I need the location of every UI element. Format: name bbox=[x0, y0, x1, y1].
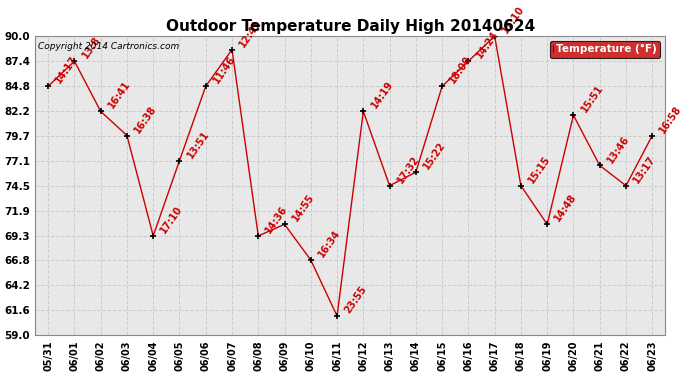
Text: 17:32: 17:32 bbox=[395, 154, 421, 185]
Text: 13:8: 13:8 bbox=[80, 35, 102, 60]
Text: 15:22: 15:22 bbox=[422, 140, 447, 171]
Text: 14:48: 14:48 bbox=[553, 192, 579, 224]
Text: 11:46: 11:46 bbox=[211, 54, 237, 86]
Legend: Temperature (°F): Temperature (°F) bbox=[550, 41, 660, 58]
Text: 13:46: 13:46 bbox=[605, 134, 631, 165]
Text: 15:15: 15:15 bbox=[526, 154, 553, 185]
Text: 17:10: 17:10 bbox=[500, 4, 526, 35]
Text: 13:17: 13:17 bbox=[631, 154, 658, 185]
Text: 17:10: 17:10 bbox=[159, 204, 185, 235]
Text: 14:36: 14:36 bbox=[264, 204, 290, 235]
Text: 15:51: 15:51 bbox=[579, 83, 605, 114]
Text: 16:41: 16:41 bbox=[106, 80, 132, 111]
Text: Copyright 2014 Cartronics.com: Copyright 2014 Cartronics.com bbox=[38, 42, 179, 51]
Text: 14:55: 14:55 bbox=[290, 192, 316, 224]
Text: 14:24: 14:24 bbox=[474, 29, 500, 60]
Text: 16:38: 16:38 bbox=[132, 104, 159, 135]
Text: 16:58: 16:58 bbox=[658, 104, 684, 135]
Text: 14:19: 14:19 bbox=[369, 80, 395, 111]
Title: Outdoor Temperature Daily High 20140624: Outdoor Temperature Daily High 20140624 bbox=[166, 18, 535, 33]
Text: 14:17: 14:17 bbox=[54, 54, 79, 86]
Text: 16:34: 16:34 bbox=[316, 228, 342, 259]
Text: 23:55: 23:55 bbox=[343, 284, 368, 315]
Text: 18:00: 18:00 bbox=[448, 54, 474, 86]
Text: 13:51: 13:51 bbox=[185, 129, 211, 160]
Text: 12:41: 12:41 bbox=[237, 18, 264, 49]
